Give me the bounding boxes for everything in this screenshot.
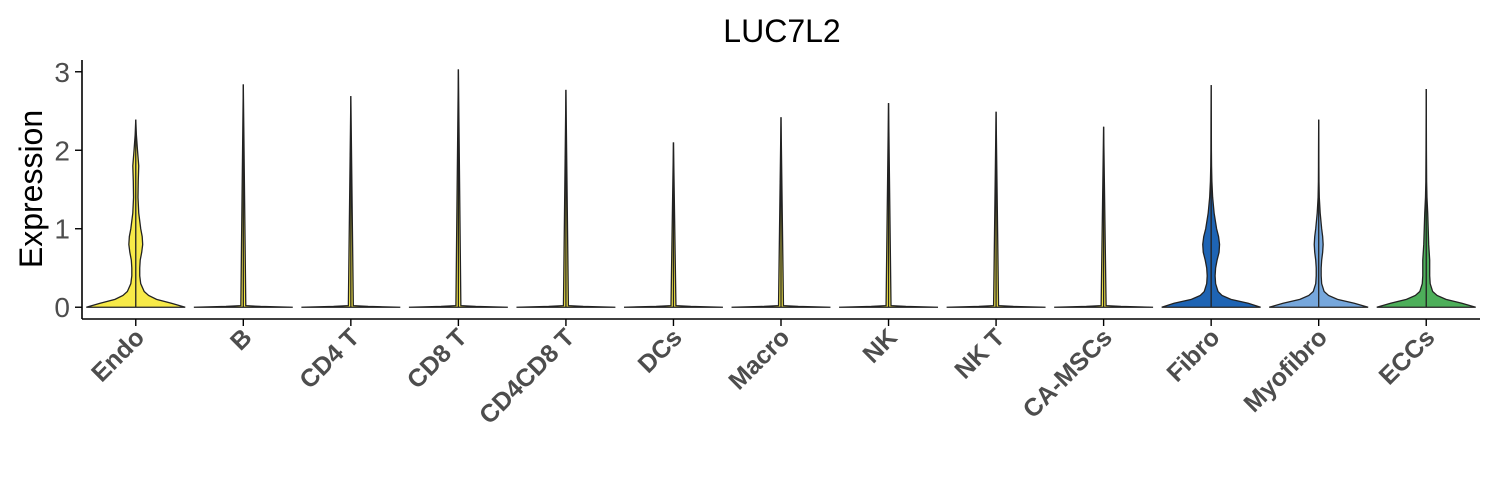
x-tick-label-dcs: DCs [633, 323, 688, 378]
x-tick-label-nk-t: NK T [949, 323, 1010, 384]
y-tick-label-2: 2 [54, 135, 70, 166]
y-axis-label: Expression [13, 110, 49, 268]
x-tick-label-cd4-t: CD4 T [294, 323, 365, 394]
x-tick-label-eccs: ECCs [1374, 323, 1441, 390]
x-tick-label-ca-mscs: CA-MSCs [1018, 323, 1118, 423]
y-tick-label-0: 0 [54, 292, 70, 323]
x-axis: Endo B CD4 T CD8 T CD4CD8 T DCs Macro NK NK T CA-… [82, 318, 1480, 430]
x-tick-label-cd4cd8-t: CD4CD8 T [474, 323, 580, 429]
y-tick-label-1: 1 [54, 214, 70, 245]
x-tick-label-endo: Endo [86, 323, 150, 387]
x-tick-label-cd8-t: CD8 T [402, 323, 473, 394]
x-tick-label-nk: NK [857, 323, 902, 368]
violin-group [86, 69, 1476, 308]
y-axis: 0 1 2 3 [54, 57, 83, 323]
x-tick-label-b: B [225, 323, 258, 356]
x-tick-label-myofibro: Myofibro [1239, 323, 1333, 417]
y-tick-label-3: 3 [54, 57, 70, 88]
x-tick-label-macro: Macro [723, 323, 795, 395]
chart-title: LUC7L2 [723, 13, 840, 49]
x-tick-label-fibro: Fibro [1161, 323, 1225, 387]
